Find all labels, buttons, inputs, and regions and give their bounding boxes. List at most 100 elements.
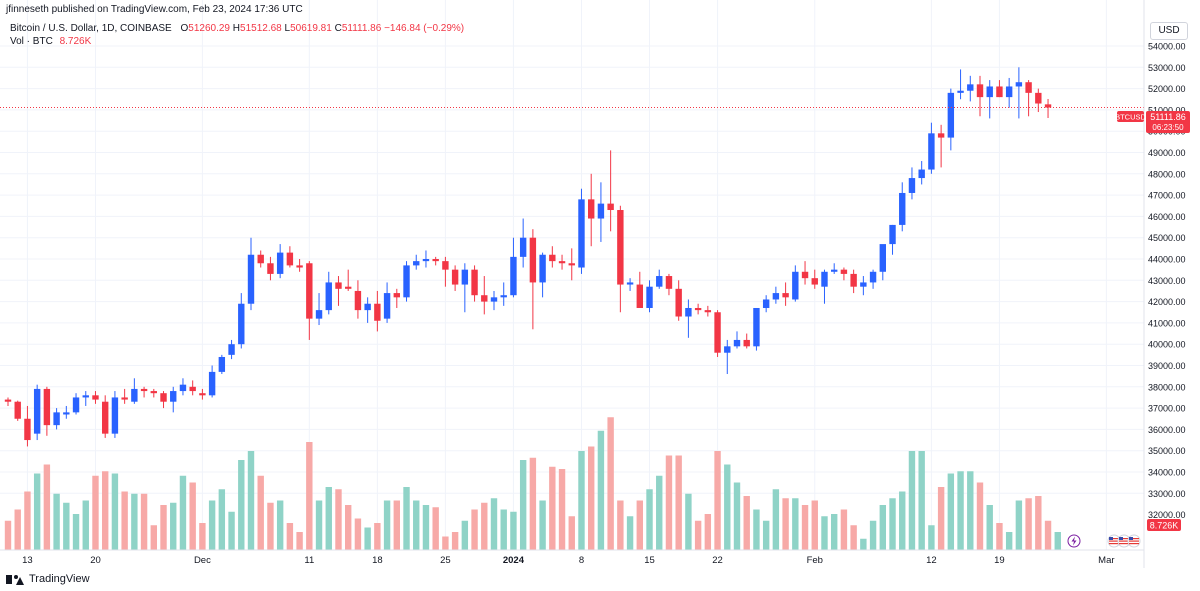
candle-body <box>481 295 488 302</box>
candle-body <box>986 86 993 98</box>
candle <box>257 250 264 268</box>
us-flag-icon <box>1127 534 1141 548</box>
candle <box>850 269 857 294</box>
candle-body <box>607 203 614 211</box>
candle-body <box>374 303 381 321</box>
candle-body <box>315 310 323 319</box>
volume-bar <box>72 514 80 550</box>
price-tag-price: 51111.86 <box>1150 112 1186 122</box>
volume-bar <box>432 507 439 550</box>
candle <box>928 122 935 174</box>
candle-body <box>72 397 80 413</box>
candle-body <box>588 199 595 219</box>
candle-body <box>899 192 906 225</box>
us-flag-icon <box>1117 534 1131 548</box>
candle-body <box>471 269 478 296</box>
price-tick-label: 54000.00 <box>1148 42 1186 52</box>
volume-bar <box>889 498 896 550</box>
candle-body <box>247 254 255 304</box>
candle <box>617 205 624 313</box>
volume-bar <box>315 500 323 550</box>
volume-bar <box>63 502 70 550</box>
volume-bar <box>947 473 955 550</box>
symbol-title[interactable]: Bitcoin / U.S. Dollar, 1D, COINBASE <box>10 23 172 34</box>
us-flag-event-icons[interactable] <box>1107 534 1141 548</box>
candle-body <box>656 276 663 287</box>
candle <box>539 252 546 298</box>
candle <box>422 250 430 268</box>
candle <box>831 263 838 274</box>
time-axis[interactable]: 13 20 Dec 11 18 25 2024 8 15 22 Feb 12 19 Mar <box>22 555 1114 566</box>
open-value: 51260.29 <box>188 23 230 34</box>
candle-body <box>811 278 818 285</box>
candle <box>72 393 80 415</box>
price-tick-label: 51000.00 <box>1148 105 1186 115</box>
price-tick-label: 40000.00 <box>1148 340 1186 350</box>
candle <box>383 282 391 323</box>
candle <box>588 173 595 247</box>
candle <box>646 280 653 313</box>
candle <box>140 386 148 398</box>
candle-body <box>821 271 828 287</box>
volume-label[interactable]: Vol · BTC <box>10 36 53 47</box>
volume-bar <box>267 502 274 550</box>
candle-body <box>743 339 750 347</box>
candle-body <box>218 356 226 372</box>
volume-bar <box>568 516 575 550</box>
volume-bar <box>43 464 51 550</box>
candle-body <box>189 386 196 392</box>
volume-value: 8.726K <box>59 36 92 47</box>
candle <box>675 280 682 321</box>
candle <box>860 276 867 296</box>
candle-body <box>714 312 721 353</box>
footer-brand[interactable]: TradingView <box>29 573 90 585</box>
candle <box>238 293 245 349</box>
volume-bar <box>928 525 935 550</box>
candle-body <box>306 263 313 319</box>
price-tick-label: 38000.00 <box>1148 382 1186 392</box>
candle-body <box>801 271 809 279</box>
price-tick-label: 37000.00 <box>1148 404 1186 414</box>
volume-bar <box>617 500 624 550</box>
volume-bar <box>957 471 964 550</box>
price-tick-label: 48000.00 <box>1148 169 1186 179</box>
tradingview-logo-icon[interactable] <box>6 573 24 585</box>
candle <box>432 256 439 266</box>
volume-bar <box>811 500 818 550</box>
candle <box>782 282 789 306</box>
candle-body <box>558 261 566 264</box>
candle <box>685 299 692 338</box>
volume-bar <box>335 489 342 550</box>
time-tick-label: 13 <box>22 555 33 566</box>
low-label: L <box>284 23 291 34</box>
volume-bar <box>578 451 585 550</box>
volume-bar <box>102 471 109 550</box>
candle-body <box>539 254 546 283</box>
candle-body <box>529 237 537 283</box>
volume-bar <box>345 505 352 550</box>
volume-bar <box>937 487 945 550</box>
candle-body <box>976 84 984 98</box>
candle-body <box>1035 92 1042 104</box>
candle-body <box>578 199 585 268</box>
candle-body <box>179 384 187 392</box>
currency-button[interactable]: USD <box>1150 22 1188 40</box>
volume-bar <box>218 489 226 550</box>
volume-bar <box>743 496 750 550</box>
candle-body <box>665 276 673 289</box>
candle-body <box>850 273 857 287</box>
candle <box>374 290 381 332</box>
candle-body <box>908 178 916 193</box>
volume-bar <box>996 523 1003 550</box>
price-tick-label: 45000.00 <box>1148 233 1186 243</box>
volume-bar <box>967 471 974 550</box>
candle-body <box>4 399 12 402</box>
volume-bars <box>4 417 1061 550</box>
candle-body <box>519 237 527 257</box>
candle <box>510 237 517 298</box>
candle <box>519 218 527 268</box>
candle-body <box>1044 104 1052 108</box>
lightning-icon[interactable] <box>1067 534 1081 548</box>
price-axis[interactable]: 33000.00 34000.00 35000.00 36000.00 37000.00… <box>1148 42 1186 521</box>
